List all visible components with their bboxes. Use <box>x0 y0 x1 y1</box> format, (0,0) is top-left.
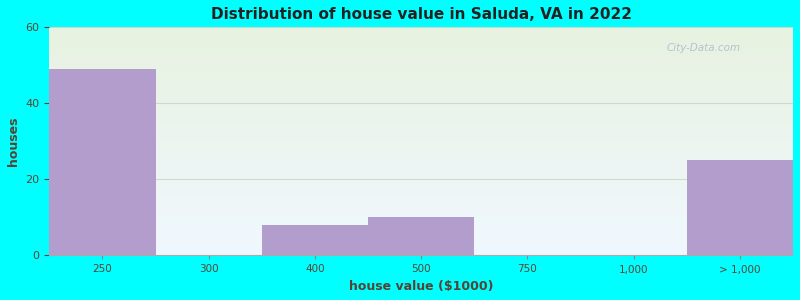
Bar <box>262 225 368 256</box>
Y-axis label: houses: houses <box>7 117 20 166</box>
Bar <box>50 69 155 256</box>
Bar <box>687 160 793 256</box>
Bar <box>368 218 474 256</box>
Text: City-Data.com: City-Data.com <box>666 43 741 53</box>
X-axis label: house value ($1000): house value ($1000) <box>349 280 494 293</box>
Title: Distribution of house value in Saluda, VA in 2022: Distribution of house value in Saluda, V… <box>210 7 632 22</box>
